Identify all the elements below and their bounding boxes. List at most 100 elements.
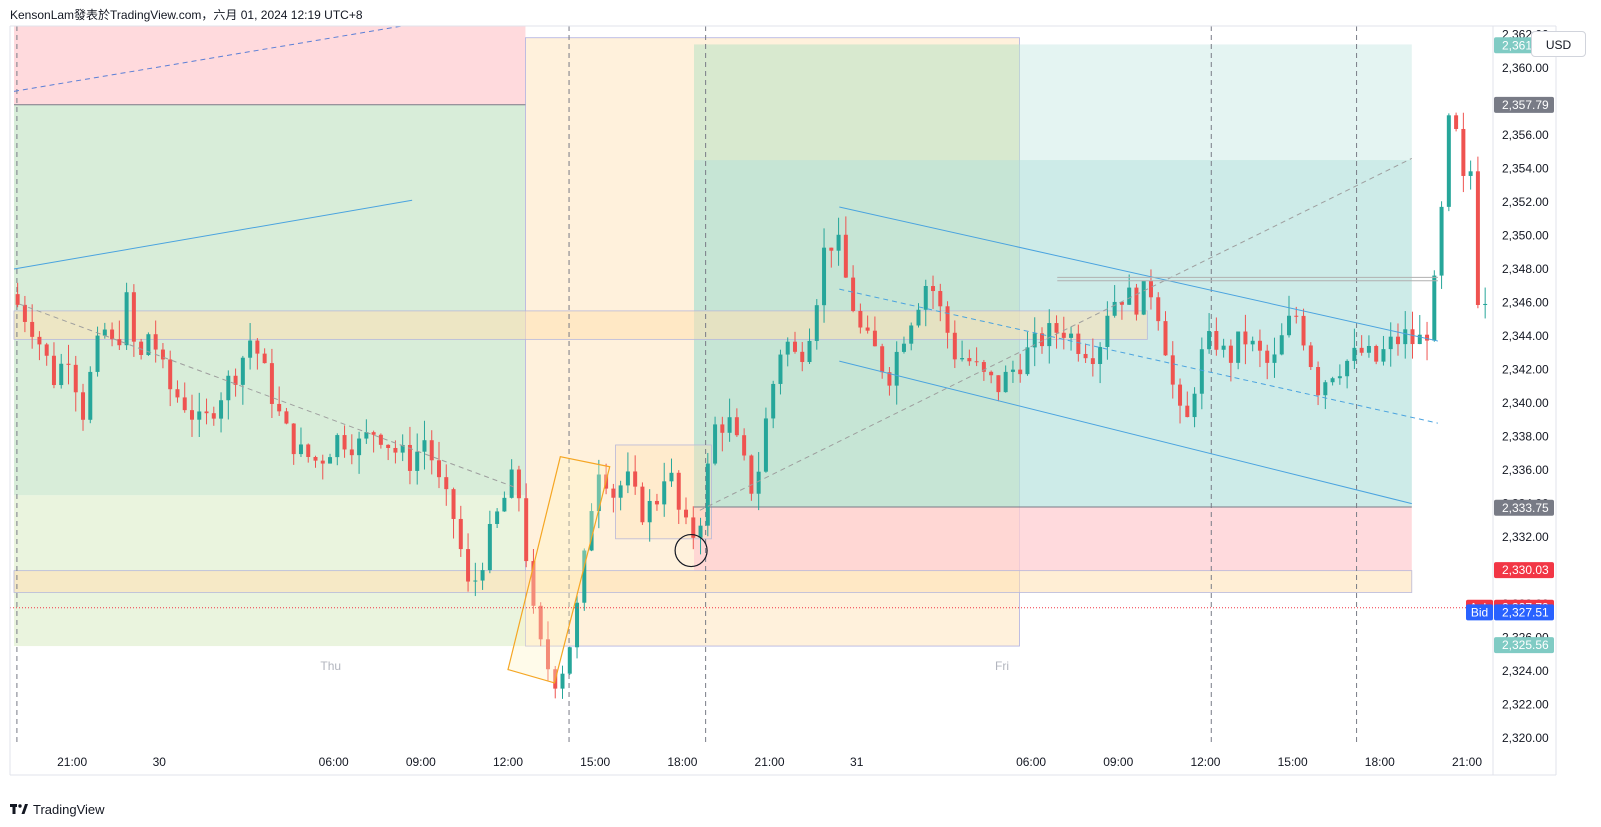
candle-body: [415, 451, 420, 471]
y-tick-label: 2,354.00: [1502, 161, 1549, 175]
price-tag-bg: [1494, 499, 1554, 516]
candle-body: [938, 291, 943, 307]
candle-body: [771, 383, 776, 419]
candle-body: [386, 444, 391, 448]
currency-selector[interactable]: USD: [1531, 31, 1586, 57]
y-tick-label: 2,348.00: [1502, 262, 1549, 276]
price-tag: 2,327.51 Bid: [1466, 604, 1554, 621]
candle-body: [473, 580, 478, 582]
candle-body: [814, 305, 819, 341]
candle-body: [458, 518, 463, 550]
candle-body: [1178, 384, 1183, 406]
candle-body: [727, 417, 732, 433]
x-tick-label: 09:00: [406, 755, 436, 769]
candle-body: [1432, 275, 1437, 341]
candle-body: [364, 432, 369, 439]
candle-body: [858, 310, 863, 328]
candle-body: [1105, 315, 1110, 347]
candle-body: [792, 341, 797, 352]
candles-layer: [15, 112, 1488, 699]
candle-body: [88, 371, 93, 420]
candle-body: [567, 647, 572, 674]
candle-body: [248, 340, 253, 358]
x-tick-label: 21:00: [755, 755, 785, 769]
candle-body: [328, 457, 333, 464]
price-tag: 2,333.75: [1494, 499, 1554, 516]
candle-body: [480, 570, 485, 581]
candle-body: [357, 438, 362, 456]
candle-body: [146, 334, 151, 355]
candle-body: [240, 357, 245, 385]
candle-body: [502, 497, 507, 512]
candle-body: [175, 389, 180, 398]
day-label: Fri: [995, 659, 1009, 673]
trend-line-6: [839, 360, 1412, 505]
candle-body: [335, 435, 340, 458]
candle-body: [945, 306, 950, 333]
candle-body: [306, 444, 311, 457]
y-tick-label: 2,320.00: [1502, 731, 1549, 745]
candle-body: [1454, 115, 1459, 129]
x-tick-label: 21:00: [57, 755, 87, 769]
candle-body: [422, 440, 427, 452]
candle-body: [596, 474, 601, 512]
candle-body: [989, 371, 994, 376]
candle-body: [1228, 345, 1233, 363]
x-tick-label: 18:00: [1365, 755, 1395, 769]
candle-body: [618, 485, 623, 498]
candle-body: [1316, 367, 1321, 396]
x-tick-label: 12:00: [493, 755, 523, 769]
x-tick-label: 06:00: [1016, 755, 1046, 769]
x-tick-label: 18:00: [667, 755, 697, 769]
candle-body: [124, 292, 129, 346]
candle-body: [349, 449, 354, 456]
candle-body: [538, 605, 543, 640]
candle-body: [255, 340, 260, 354]
candle-body: [1279, 335, 1284, 355]
trend-line-3: [699, 157, 1413, 511]
tradingview-logo-icon: [10, 804, 28, 814]
candle-body: [1054, 323, 1059, 333]
candle-body: [269, 363, 274, 404]
price-tag-label: 2,327.51: [1502, 605, 1549, 619]
candle-body: [160, 349, 165, 360]
y-tick-label: 2,332.00: [1502, 530, 1549, 544]
candle-body: [182, 397, 187, 411]
candle-body: [1119, 301, 1124, 305]
candle-body: [880, 346, 885, 373]
candle-body: [139, 341, 144, 355]
price-tag-prefix: Bid: [1471, 605, 1488, 619]
candle-body: [189, 410, 194, 420]
y-tick-label: 2,324.00: [1502, 664, 1549, 678]
price-tag-label: 2,333.75: [1502, 501, 1549, 515]
candle-body: [102, 329, 107, 336]
candle-body: [197, 411, 202, 420]
candle-body: [378, 434, 383, 445]
candle-body: [640, 486, 645, 523]
candle-body: [1025, 347, 1030, 375]
candle-body: [923, 286, 928, 310]
y-tick-label: 2,360.00: [1502, 61, 1549, 75]
candle-body: [15, 294, 20, 305]
candle-body: [901, 343, 906, 352]
candle-body: [1221, 345, 1226, 350]
candle-body: [495, 511, 500, 524]
candle-body: [509, 469, 514, 498]
candle-body: [756, 471, 761, 494]
candle-body: [713, 424, 718, 464]
x-tick-label: 31: [850, 755, 864, 769]
candle-body: [320, 460, 325, 464]
candle-body: [1294, 315, 1299, 317]
trend-line-4: [839, 206, 1439, 342]
candle-body: [204, 411, 209, 414]
candle-body: [59, 363, 64, 386]
candle-body: [763, 418, 768, 472]
candle-body: [575, 602, 580, 648]
candle-body: [1083, 353, 1088, 359]
candle-body: [734, 417, 739, 436]
candle-body: [894, 351, 899, 386]
candle-body: [168, 359, 173, 390]
candle-body: [698, 525, 703, 538]
zone-red-7: [694, 506, 1412, 571]
